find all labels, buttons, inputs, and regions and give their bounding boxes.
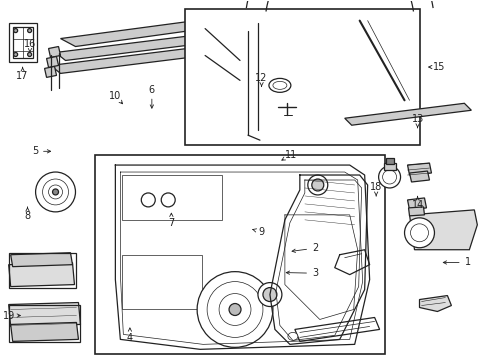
Text: 2: 2 (311, 243, 318, 253)
Bar (9, 305, 81, 342)
Bar (95, 155, 384, 354)
Circle shape (197, 272, 272, 347)
Polygon shape (195, 55, 220, 66)
Circle shape (219, 293, 250, 325)
Text: 15: 15 (432, 62, 445, 72)
Polygon shape (294, 318, 379, 341)
Circle shape (228, 303, 241, 315)
Polygon shape (11, 253, 72, 267)
Text: 3: 3 (311, 268, 318, 278)
Polygon shape (408, 210, 476, 250)
Circle shape (14, 28, 18, 32)
Polygon shape (46, 57, 59, 67)
Circle shape (311, 179, 323, 191)
Polygon shape (407, 163, 430, 175)
Circle shape (42, 179, 68, 205)
Ellipse shape (272, 81, 286, 89)
Text: 19: 19 (3, 311, 16, 320)
Text: 4: 4 (126, 333, 133, 343)
Polygon shape (385, 158, 393, 164)
Text: 13: 13 (410, 114, 423, 124)
Bar (122, 255, 202, 310)
Polygon shape (344, 103, 470, 125)
Text: 17: 17 (17, 71, 29, 81)
Text: 14: 14 (410, 200, 423, 210)
Polygon shape (61, 21, 204, 46)
Circle shape (258, 283, 281, 306)
Ellipse shape (268, 78, 290, 92)
Text: 10: 10 (109, 91, 121, 101)
Text: 1: 1 (464, 257, 470, 267)
Circle shape (48, 185, 62, 199)
Circle shape (14, 53, 18, 57)
Polygon shape (407, 198, 426, 210)
Circle shape (378, 166, 400, 188)
Bar (185, 9, 419, 145)
Text: 8: 8 (24, 211, 31, 221)
Circle shape (307, 175, 327, 195)
Bar (9, 23, 37, 62)
Circle shape (161, 193, 175, 207)
Text: 16: 16 (24, 39, 36, 49)
Circle shape (404, 218, 433, 248)
Circle shape (263, 288, 276, 302)
Polygon shape (407, 207, 424, 216)
Circle shape (52, 189, 59, 195)
Text: 18: 18 (369, 182, 382, 192)
Polygon shape (9, 302, 81, 327)
Circle shape (36, 172, 75, 212)
Polygon shape (44, 67, 57, 77)
Text: 9: 9 (258, 227, 264, 237)
Text: 6: 6 (148, 85, 155, 95)
Polygon shape (9, 263, 74, 287)
Circle shape (410, 224, 427, 242)
Polygon shape (56, 35, 210, 60)
Polygon shape (11, 323, 78, 341)
Polygon shape (195, 21, 220, 55)
Text: 11: 11 (284, 150, 296, 160)
Bar (13, 27, 33, 58)
Bar (9, 253, 76, 288)
Polygon shape (419, 296, 450, 311)
Text: 5: 5 (32, 146, 38, 156)
Ellipse shape (287, 332, 297, 340)
Circle shape (207, 282, 263, 337)
Circle shape (382, 170, 396, 184)
Polygon shape (383, 163, 395, 170)
Circle shape (141, 193, 155, 207)
Circle shape (27, 28, 32, 32)
Polygon shape (48, 46, 61, 58)
Polygon shape (408, 171, 428, 182)
Polygon shape (50, 48, 204, 73)
Bar (122, 175, 222, 220)
Text: 12: 12 (255, 73, 267, 83)
Circle shape (27, 53, 32, 57)
Text: 7: 7 (168, 218, 174, 228)
